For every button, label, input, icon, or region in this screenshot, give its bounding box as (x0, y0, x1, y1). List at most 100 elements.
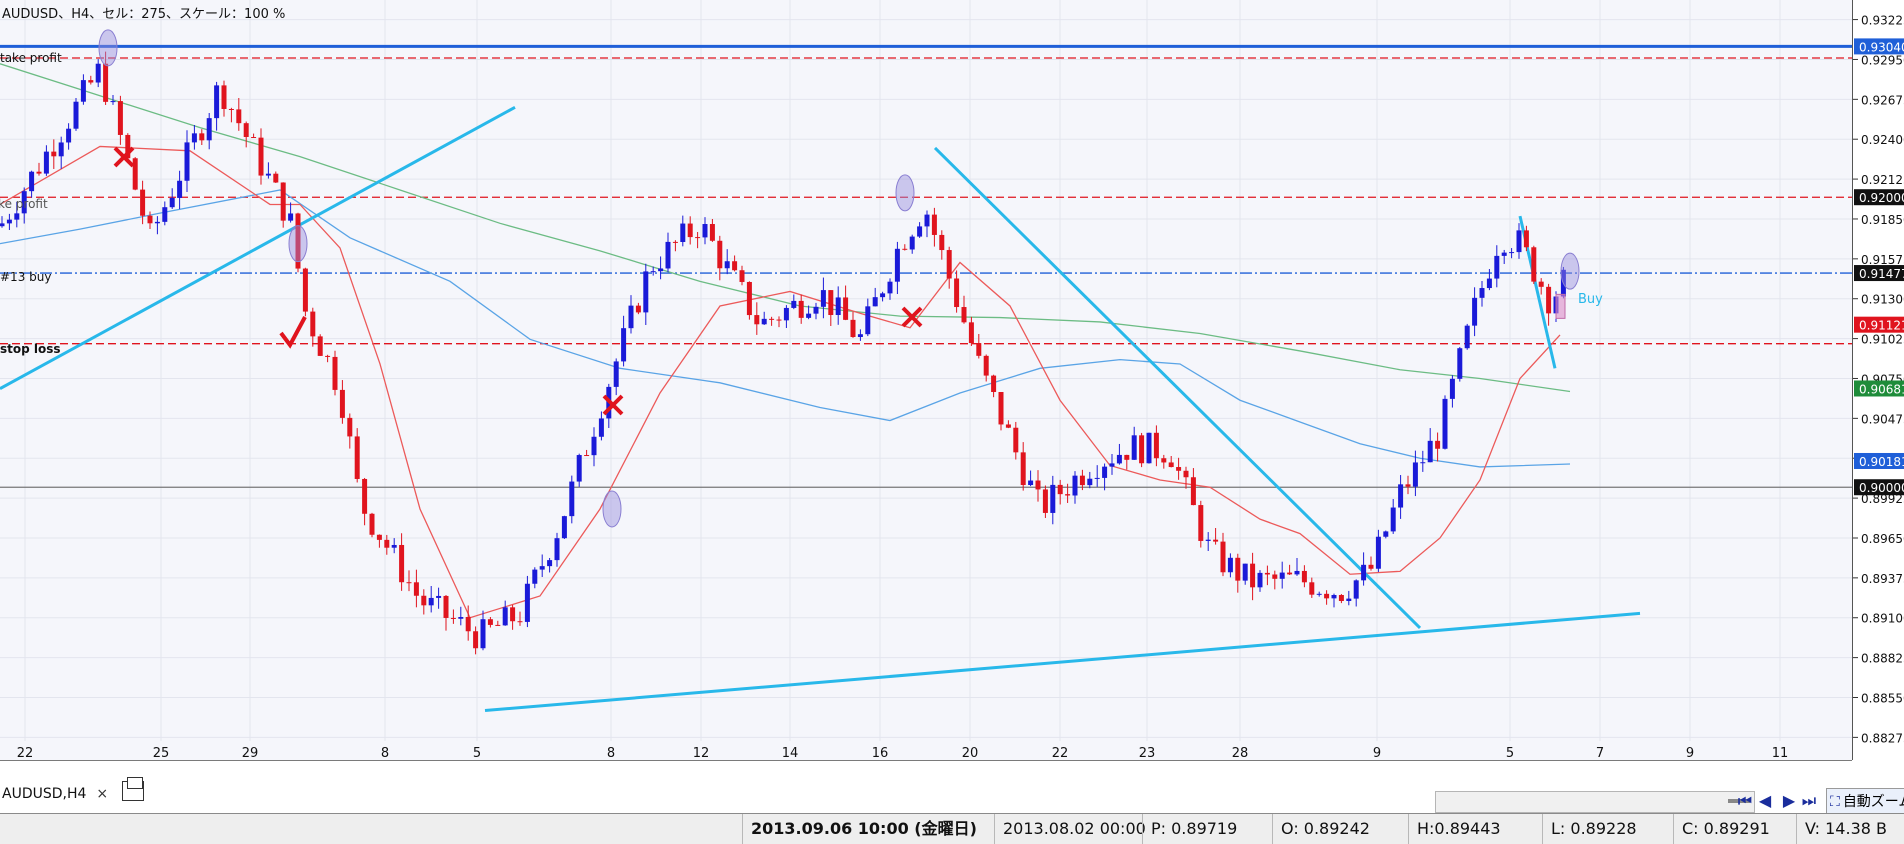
first-page-icon[interactable]: ⏮ (1737, 791, 1753, 810)
candle-body (628, 305, 634, 329)
candle-body (991, 375, 997, 393)
candle-body (117, 101, 123, 135)
candle-body (746, 281, 752, 316)
candle-body (1449, 378, 1455, 399)
candle-body (946, 250, 952, 279)
date-label: 14 (782, 746, 799, 760)
candle-body (983, 355, 989, 376)
candle-body (843, 297, 849, 320)
candle-body (591, 436, 597, 456)
price-label: 0.90475 (1861, 412, 1904, 426)
candle-body (1153, 432, 1159, 459)
date-label: 8 (607, 746, 615, 760)
trade-ellipse-marker (1560, 252, 1580, 290)
candle-body (561, 516, 567, 539)
zoom-label: 自動ズーム (1842, 794, 1904, 810)
candle-body (1079, 475, 1085, 486)
candle-body (1464, 325, 1470, 349)
date-label: 12 (693, 746, 710, 760)
status-h: H:0.89443 (1408, 814, 1542, 844)
candle-body (1146, 432, 1152, 464)
date-label: 16 (872, 746, 889, 760)
next-icon[interactable]: ▶ (1782, 791, 1796, 810)
auto-zoom-button[interactable]: ⛶自動ズーム (1826, 788, 1904, 816)
candle-body (103, 63, 109, 102)
candle-body (1124, 454, 1130, 460)
horizontal-lines (0, 44, 1852, 488)
candle-body (214, 85, 220, 119)
candle-body (1442, 398, 1448, 449)
candle-body (1523, 230, 1529, 248)
candle-body (894, 248, 900, 282)
candle-body (517, 621, 523, 623)
exit-cross-marker (113, 146, 135, 168)
close-icon[interactable]: × (96, 786, 109, 802)
date-label: 23 (1139, 746, 1156, 760)
candle-body (384, 539, 390, 548)
date-label: 5 (1506, 746, 1514, 760)
price-marker-label: 0.91477 (1859, 267, 1904, 281)
candle-body (643, 271, 649, 313)
candle-body (598, 418, 604, 437)
moving-averages (0, 63, 1571, 619)
candle-body (354, 436, 360, 479)
tab-audusd-h4[interactable]: AUDUSD,H4 × (0, 781, 108, 807)
date-axis: 22 25 29 8 5 8 12 14 16 20 22 23 28 9 5 7 9 11 (17, 746, 1789, 760)
candle-body (1109, 463, 1115, 467)
candle-body (436, 595, 442, 598)
candle-body (43, 151, 49, 174)
candle-body (865, 306, 871, 335)
price-marker-box (1854, 380, 1904, 397)
line-labels: take profit take profit #13 buy stop los… (0, 51, 1603, 356)
candle-body (236, 109, 242, 124)
chart-grid (0, 0, 1852, 741)
candle-body (709, 224, 715, 241)
candle-body (332, 356, 338, 390)
candle-body (1102, 466, 1108, 478)
candle-body (36, 171, 42, 174)
chart-scrollbar[interactable] (1435, 791, 1755, 813)
candle-body (931, 214, 937, 235)
candle-body (1494, 255, 1500, 279)
candle-body (317, 336, 323, 356)
candle-body (621, 328, 627, 362)
label-take-profit-2: take profit (0, 197, 48, 211)
candle-body (1390, 507, 1396, 532)
candle-body (635, 305, 641, 313)
candle-body (835, 297, 841, 316)
label-take-profit: take profit (0, 51, 62, 65)
candle-body (406, 582, 412, 584)
label-stop-loss: stop loss (0, 342, 61, 356)
candle-body (1405, 484, 1411, 487)
candle-body (761, 318, 767, 325)
candle-body (362, 478, 368, 514)
trade-ellipse-marker (895, 174, 915, 212)
candle-body (443, 595, 449, 618)
candle-body (125, 134, 131, 159)
candle-body (1501, 252, 1507, 256)
candle-body (532, 569, 538, 584)
candle-body (1361, 564, 1367, 581)
candle-body (1005, 424, 1011, 428)
price-chart[interactable]: AUDUSD、H4、セル：275、スケール：100 % take profit … (0, 0, 1852, 760)
previous-icon[interactable]: ◀ (1758, 791, 1772, 810)
date-label: 20 (962, 746, 979, 760)
candle-body (1383, 531, 1389, 537)
chart-area[interactable]: AUDUSD、H4、セル：275、スケール：100 % take profit … (0, 0, 1852, 761)
scrollbar-thumb[interactable] (1728, 799, 1750, 803)
date-label: 29 (242, 746, 259, 760)
candle-body (1353, 580, 1359, 599)
candle-body (302, 268, 308, 312)
price-marker-box (1854, 452, 1904, 469)
last-page-icon[interactable]: ⏭ (1801, 791, 1817, 810)
candle-body (939, 234, 945, 251)
window-restore-icon[interactable] (122, 777, 144, 801)
candle-body (665, 241, 671, 269)
exit-cross-marker (602, 394, 624, 416)
candle-body (1427, 440, 1433, 463)
candle-body (1472, 297, 1478, 326)
price-marker-label: 0.90000 (1859, 481, 1904, 495)
